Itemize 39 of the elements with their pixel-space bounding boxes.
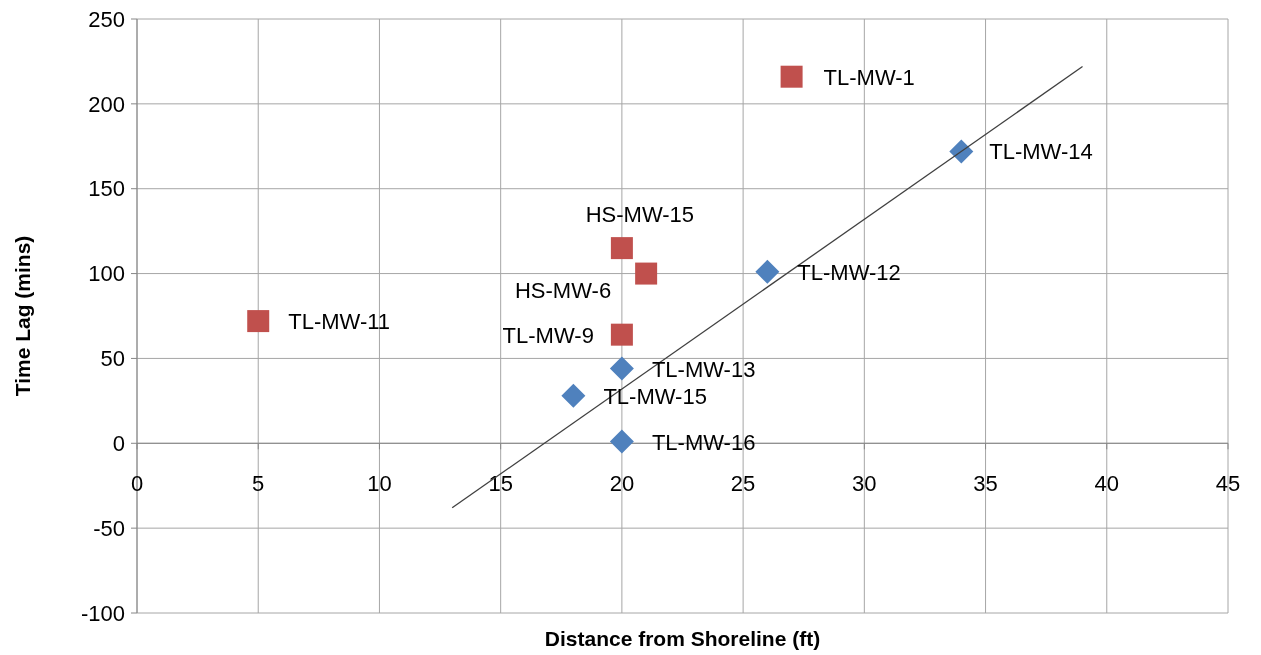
point [610,237,633,260]
point [780,65,803,88]
x-tick-label: 20 [609,471,635,497]
x-axis-title: Distance from Shoreline (ft) [544,627,821,650]
point [247,310,270,333]
annotation: TL-MW-1 [823,64,915,90]
x-tick-label: 45 [1215,471,1241,497]
x-tick-label: 25 [730,471,756,497]
annotation: TL-MW-12 [797,259,901,285]
x-tick-label: 0 [130,471,144,497]
y-tick-label: 200 [88,91,125,117]
y-tick-label: 150 [88,176,125,202]
y-tick-label: 250 [88,6,125,32]
x-tick-label: 30 [852,471,877,497]
annotation: TL-MW-11 [288,309,391,335]
x-tick-label: 5 [252,471,265,497]
x-tick-label: 15 [488,471,513,497]
annotation: TL-MW-14 [989,139,1093,165]
point [609,429,634,454]
annotation: TL-MW-13 [651,356,756,382]
annotation: TL-MW-16 [651,429,756,455]
point [609,356,634,381]
annotation: HS-MW-6 [514,277,612,303]
point [635,262,658,285]
y-axis-title: Time Lag (mins) [11,235,34,397]
x-tick-label: 35 [973,471,998,497]
y-tick-label: -100 [80,600,125,626]
y-tick-label: 50 [100,346,125,372]
point [561,383,586,408]
point [610,323,633,346]
x-tick-label: 10 [367,471,392,497]
annotation: HS-MW-15 [585,202,695,228]
point [755,259,780,284]
y-tick-label: 100 [88,261,125,287]
x-tick-label: 40 [1094,471,1120,497]
annotation: TL-MW-9 [502,322,594,348]
point [949,139,974,164]
y-tick-label: 0 [112,430,125,456]
y-tick-label: -50 [93,515,125,541]
